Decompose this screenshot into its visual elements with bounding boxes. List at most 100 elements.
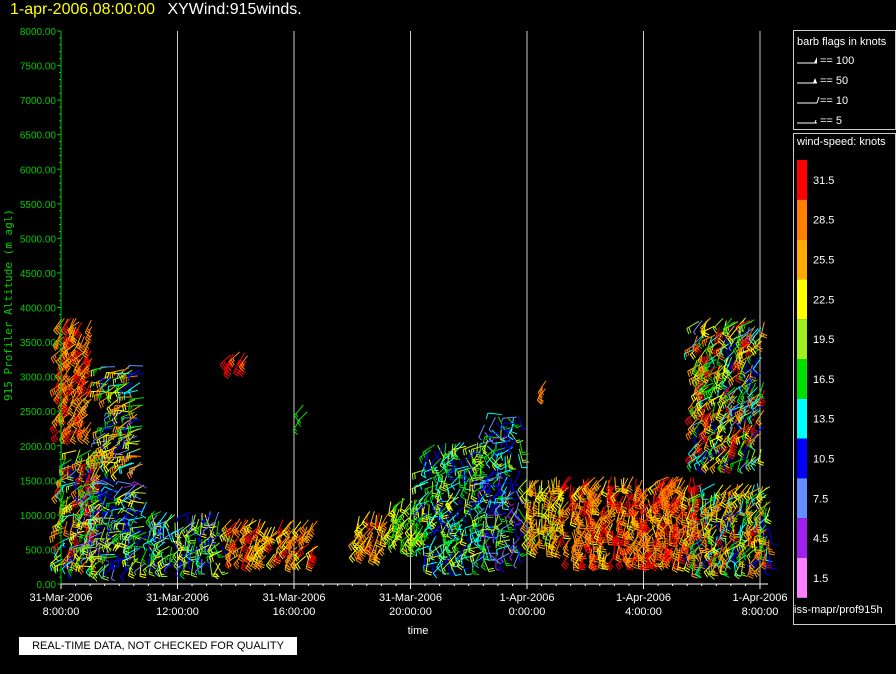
wind-barb-flag xyxy=(651,511,658,517)
wind-barb-flag xyxy=(545,542,552,546)
wind-barb-flag xyxy=(553,540,558,547)
wind-barb-flag xyxy=(121,560,125,568)
wind-barb-flag xyxy=(64,342,68,348)
wind-barb-flag xyxy=(423,500,429,506)
wind-barb-flag xyxy=(590,502,596,508)
wind-barb xyxy=(450,519,464,527)
wind-barb-flag xyxy=(181,530,185,537)
wind-barb xyxy=(104,477,118,484)
wind-barb-flag xyxy=(508,466,515,470)
wind-barb xyxy=(472,555,485,565)
wind-barb-flag xyxy=(481,448,487,455)
wind-barb-flag xyxy=(423,465,429,470)
wind-barb-flag xyxy=(82,345,88,351)
wind-barb-flag xyxy=(107,392,110,400)
wind-barb-flag xyxy=(121,456,124,463)
wind-barb-flag xyxy=(62,399,66,406)
wind-barb-flag xyxy=(502,534,506,537)
wind-barb-flag xyxy=(225,531,230,537)
wind-barb-flag xyxy=(309,555,316,561)
wind-barb-flag xyxy=(150,564,156,570)
wind-barb-flag xyxy=(462,449,465,456)
wind-barb-flag xyxy=(70,440,76,445)
wind-barb-flag xyxy=(558,491,565,494)
wind-barb-flag xyxy=(87,488,90,493)
wind-barb-flag xyxy=(544,497,550,503)
wind-barb-flag xyxy=(443,561,447,565)
wind-barb-flag xyxy=(494,512,498,516)
wind-barb-flag xyxy=(455,558,459,565)
wind-barb-flag xyxy=(233,564,239,570)
wind-barb-flag xyxy=(473,527,479,532)
wind-barb-flag xyxy=(269,562,275,568)
wind-barb-flag xyxy=(648,510,652,514)
wind-barb-flag xyxy=(266,546,271,552)
wind-barb-flag xyxy=(121,417,124,422)
wind-barb-flag xyxy=(600,527,605,533)
wind-barb xyxy=(104,565,118,574)
wind-barb-flag xyxy=(102,577,109,581)
wind-barb-flag xyxy=(440,515,444,522)
wind-barb-flag xyxy=(239,531,246,537)
wind-barb-flag xyxy=(423,534,426,541)
wind-barb-flag xyxy=(290,553,293,558)
wind-barb-flag xyxy=(368,559,375,564)
wind-barb xyxy=(123,516,133,529)
wind-barb-flag xyxy=(481,471,485,474)
wind-barb-flag xyxy=(127,537,130,544)
wind-barb-flag xyxy=(606,518,611,524)
wind-barb-flag xyxy=(500,529,503,534)
wind-barb-flag xyxy=(65,486,68,494)
wind-barb-flag xyxy=(410,544,413,549)
wind-barb-flag xyxy=(370,531,373,535)
wind-barb-flag xyxy=(473,517,477,522)
wind-barb-flag xyxy=(246,526,250,533)
wind-barb-flag xyxy=(98,479,103,484)
wind-barb-flag xyxy=(101,513,104,520)
wind-barb-flag xyxy=(497,541,500,546)
wind-barb-flag xyxy=(525,534,530,541)
wind-barb xyxy=(440,539,454,547)
wind-barb-flag xyxy=(493,498,497,505)
wind-barb-flag xyxy=(655,553,659,557)
wind-barb-flag xyxy=(105,451,108,458)
wind-barb-flag xyxy=(615,559,622,563)
wind-barb-flag xyxy=(133,513,136,520)
wind-barb xyxy=(441,451,453,463)
wind-barb-flag xyxy=(622,488,628,493)
wind-barb-flag xyxy=(80,455,82,460)
wind-barb-flag xyxy=(293,428,298,432)
wind-barb-flag xyxy=(299,530,305,536)
wind-barb-flag xyxy=(78,421,83,428)
wind-barb-flag xyxy=(585,545,590,551)
wind-barb-flag xyxy=(492,539,495,544)
wind-barb-flag xyxy=(651,519,657,525)
wind-barb-flag xyxy=(491,437,494,442)
wind-barb-flag xyxy=(97,494,102,500)
wind-barb-flag xyxy=(62,540,65,547)
wind-barb-flag xyxy=(642,554,646,558)
wind-barb-flag xyxy=(509,521,515,527)
wind-barb-flag xyxy=(582,532,588,538)
wind-barb-flag xyxy=(354,536,361,541)
wind-barb-flag xyxy=(547,549,553,555)
wind-barb-flag xyxy=(449,512,454,515)
wind-barb-flag xyxy=(118,456,121,464)
wind-barb-flag xyxy=(130,411,134,418)
wind-barb-flag xyxy=(655,549,662,553)
wind-barb-flag xyxy=(488,502,492,509)
wind-barb-flag xyxy=(574,563,580,570)
wind-barb-flag xyxy=(472,467,479,471)
wind-barb-flag xyxy=(480,547,486,553)
wind-barb-flag xyxy=(225,565,231,570)
wind-barb-flag xyxy=(120,529,124,534)
wind-barb xyxy=(92,477,106,485)
wind-barb-flag xyxy=(77,471,83,476)
wind-barb-flag xyxy=(103,467,108,474)
wind-barb-flag xyxy=(442,530,446,534)
wind-barb-flag xyxy=(75,357,80,364)
wind-barb-flag xyxy=(693,502,700,507)
wind-barb-flag xyxy=(576,540,582,546)
wind-barb-flag xyxy=(549,547,554,553)
wind-barb-flag xyxy=(625,503,631,509)
